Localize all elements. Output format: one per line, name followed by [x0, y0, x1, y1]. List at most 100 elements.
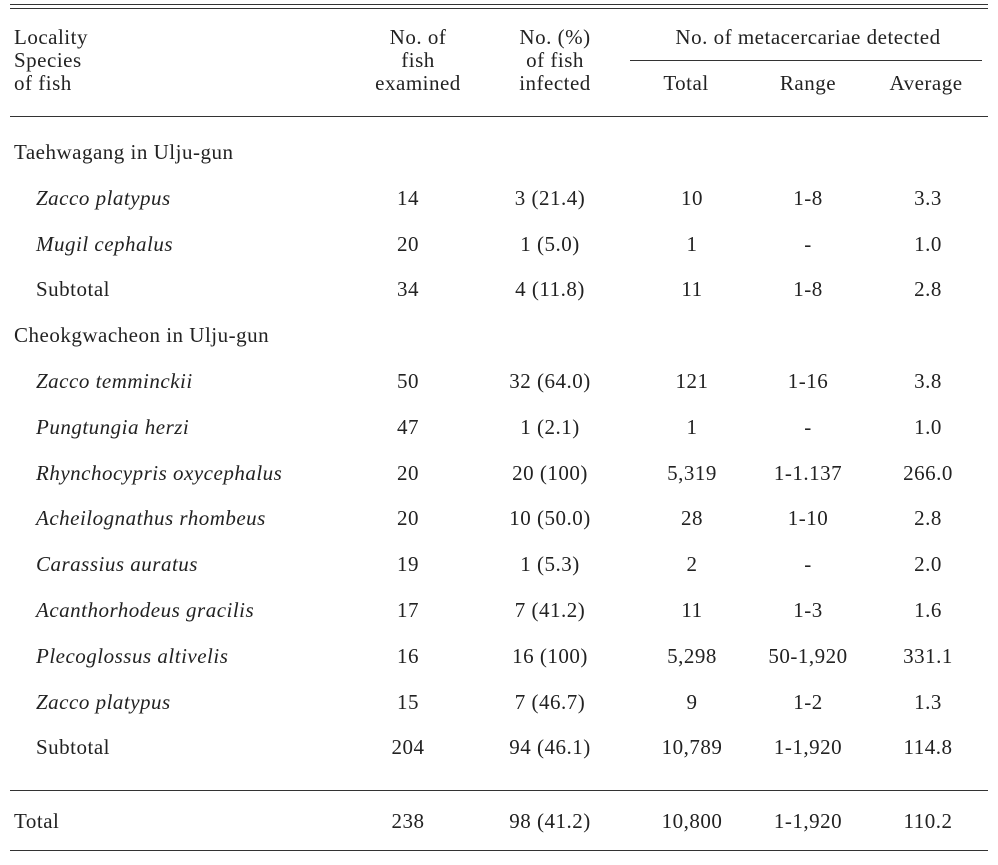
row-label: Zacco platypus	[36, 689, 171, 714]
cell: 20	[397, 506, 419, 531]
cell: 1-3	[793, 598, 823, 622]
cell: 1-1.137	[773, 460, 843, 485]
cell: 1.6	[914, 598, 942, 622]
cell: 7 (46.7)	[514, 689, 586, 714]
cell: 2	[686, 552, 698, 577]
cell: 110.2	[903, 809, 953, 833]
cell: 5,298	[667, 643, 717, 668]
row-label: Subtotal	[36, 735, 111, 760]
header-cell: Average	[889, 71, 963, 95]
header-cell: infected	[519, 71, 591, 95]
row-label: Pungtungia herzi	[36, 414, 190, 439]
cell: 20	[397, 231, 419, 256]
row-label: Plecoglossus altivelis	[36, 643, 229, 668]
cell: 1-8	[793, 277, 823, 302]
cell: 98 (41.2)	[509, 809, 591, 833]
cell: 5,319	[667, 460, 717, 485]
header-cell: No. of	[389, 25, 447, 49]
cell: 14	[397, 185, 419, 210]
section-title: Taehwagang in Ulju-gun	[14, 140, 234, 164]
cell: 1 (5.3)	[520, 552, 580, 577]
rule	[10, 8, 988, 9]
cell: 3.8	[914, 369, 942, 393]
row-label: Acanthorhodeus gracilis	[36, 598, 255, 622]
cell: 331.1	[903, 643, 953, 668]
rule	[10, 850, 988, 851]
cell: -	[804, 231, 812, 256]
cell: 204	[391, 735, 425, 760]
cell: 10,789	[661, 735, 723, 760]
cell: 15	[397, 689, 419, 714]
header-cell: of fish	[14, 71, 72, 95]
cell: 1-16	[787, 369, 829, 393]
cell: 2.0	[914, 552, 942, 577]
header-cell: examined	[375, 71, 461, 95]
cell: -	[804, 414, 812, 439]
cell: 1.0	[914, 231, 942, 256]
rule	[630, 60, 982, 61]
row-label: Total	[14, 809, 60, 833]
rule	[10, 790, 988, 791]
cell: 1	[686, 414, 698, 439]
cell: 20 (100)	[512, 460, 588, 485]
row-label: Rhynchocypris oxycephalus	[36, 460, 283, 485]
cell: 121	[675, 369, 709, 393]
header-cell: Species	[14, 48, 82, 72]
header-cell: of fish	[526, 48, 584, 72]
cell: 10 (50.0)	[509, 506, 591, 531]
row-label: Zacco platypus	[36, 185, 171, 210]
cell: 1.0	[914, 414, 942, 439]
cell: 2.8	[914, 506, 942, 531]
cell: 11	[681, 598, 703, 622]
rule	[10, 4, 988, 5]
cell: 50-1,920	[768, 643, 848, 668]
header-cell: fish	[401, 48, 435, 72]
cell: 94 (46.1)	[509, 735, 591, 760]
row-label: Mugil cephalus	[36, 231, 174, 256]
header-cell: Range	[779, 71, 837, 95]
cell: 1.3	[914, 689, 942, 714]
cell: 28	[681, 506, 703, 531]
header-group: No. of metacercariae detected	[675, 25, 941, 49]
cell: 7 (41.2)	[514, 598, 586, 622]
cell: 114.8	[903, 735, 953, 760]
header-cell: Total	[663, 71, 709, 95]
cell: 16	[397, 643, 419, 668]
cell: 11	[681, 277, 703, 302]
cell: 10	[681, 185, 703, 210]
cell: 32 (64.0)	[509, 369, 591, 393]
row-label: Zacco temminckii	[36, 369, 193, 393]
cell: 10,800	[661, 809, 723, 833]
cell: 1 (2.1)	[520, 414, 580, 439]
header-cell: No. (%)	[519, 25, 591, 49]
cell: 3 (21.4)	[514, 185, 586, 210]
cell: 1-1,920	[773, 735, 843, 760]
cell: 266.0	[903, 460, 953, 485]
cell: 1-8	[793, 185, 823, 210]
cell: 34	[397, 277, 419, 302]
cell: 1	[686, 231, 698, 256]
cell: 1 (5.0)	[520, 231, 580, 256]
cell: 238	[391, 809, 425, 833]
cell: -	[804, 552, 812, 577]
cell: 20	[397, 460, 419, 485]
cell: 1-2	[793, 689, 823, 714]
cell: 17	[397, 598, 419, 622]
cell: 1-1,920	[773, 809, 843, 833]
rule	[10, 116, 988, 117]
cell: 16 (100)	[512, 643, 588, 668]
row-label: Subtotal	[36, 277, 111, 302]
header-cell: Locality	[14, 25, 88, 49]
cell: 3.3	[914, 185, 942, 210]
row-label: Acheilognathus rhombeus	[36, 506, 266, 531]
cell: 19	[397, 552, 419, 577]
cell: 50	[397, 369, 419, 393]
cell: 1-10	[787, 506, 829, 531]
cell: 4 (11.8)	[515, 277, 585, 302]
cell: 9	[686, 689, 698, 714]
cell: 47	[397, 414, 419, 439]
section-title: Cheokgwacheon in Ulju-gun	[14, 323, 270, 348]
cell: 2.8	[914, 277, 942, 302]
row-label: Carassius auratus	[36, 552, 198, 577]
